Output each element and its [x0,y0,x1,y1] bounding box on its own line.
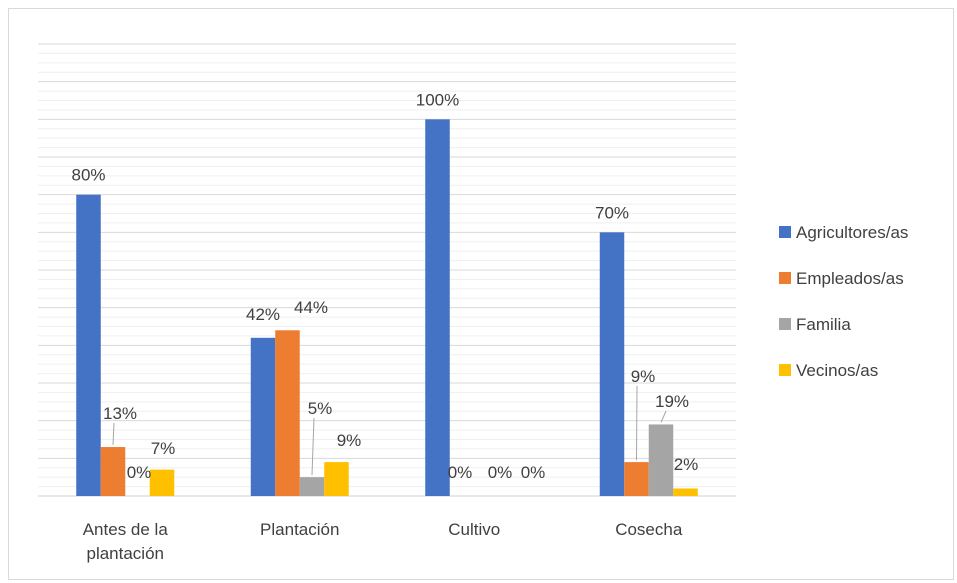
bar [673,488,698,496]
data-label: 80% [71,166,105,185]
legend-label: Familia [796,315,851,334]
data-label: 9% [337,431,362,450]
bars [76,119,698,497]
data-labels: 80% 42% 100% 70% 13% 44% 0% 9% 0% 5% 0% 19% 7% 9% 0% 2% [71,90,698,482]
label-leader-lines [112,385,667,476]
leader-line [636,385,638,461]
data-label: 42% [246,305,280,324]
bar [299,477,325,496]
data-label: 13% [103,404,137,423]
bar [648,424,674,496]
legend-label: Empleados/as [796,269,904,288]
bar [599,232,625,497]
data-label: 100% [416,90,459,109]
data-label: 0% [521,463,546,482]
leader-line [311,417,315,476]
data-label: 0% [488,463,513,482]
leader-line [660,410,667,423]
bar [324,462,349,496]
legend-label: Agricultores/as [796,223,908,242]
legend-swatch [779,226,791,238]
x-tick-label: Cosecha [615,520,683,539]
data-label: 5% [308,399,333,418]
data-label: 0% [127,463,152,482]
bar [149,469,175,496]
data-label: 44% [294,298,328,317]
legend-swatch [779,318,791,330]
legend-swatch [779,272,791,284]
bar [624,462,649,496]
bar [100,447,126,496]
gridlines [38,43,736,497]
data-label: 2% [674,455,699,474]
data-label: 7% [151,439,176,458]
legend-label: Vecinos/as [796,361,878,380]
data-label: 70% [595,203,629,222]
x-tick-label: plantación [86,544,164,563]
x-tick-label: Plantación [260,520,339,539]
bar [275,330,300,496]
bar [76,194,101,496]
data-label: 19% [655,392,689,411]
legend: Agricultores/as Empleados/as Familia Vecino… [779,223,908,380]
bar [250,337,276,496]
x-tick-label: Cultivo [448,520,500,539]
data-label: 0% [448,463,473,482]
x-tick-label: Antes de la [83,520,169,539]
x-axis-tick-labels: Antes de la plantación Plantación Cultivo Co… [83,520,683,563]
leader-line [112,422,115,446]
bar [425,119,450,496]
legend-swatch [779,364,791,376]
data-label: 9% [631,367,656,386]
